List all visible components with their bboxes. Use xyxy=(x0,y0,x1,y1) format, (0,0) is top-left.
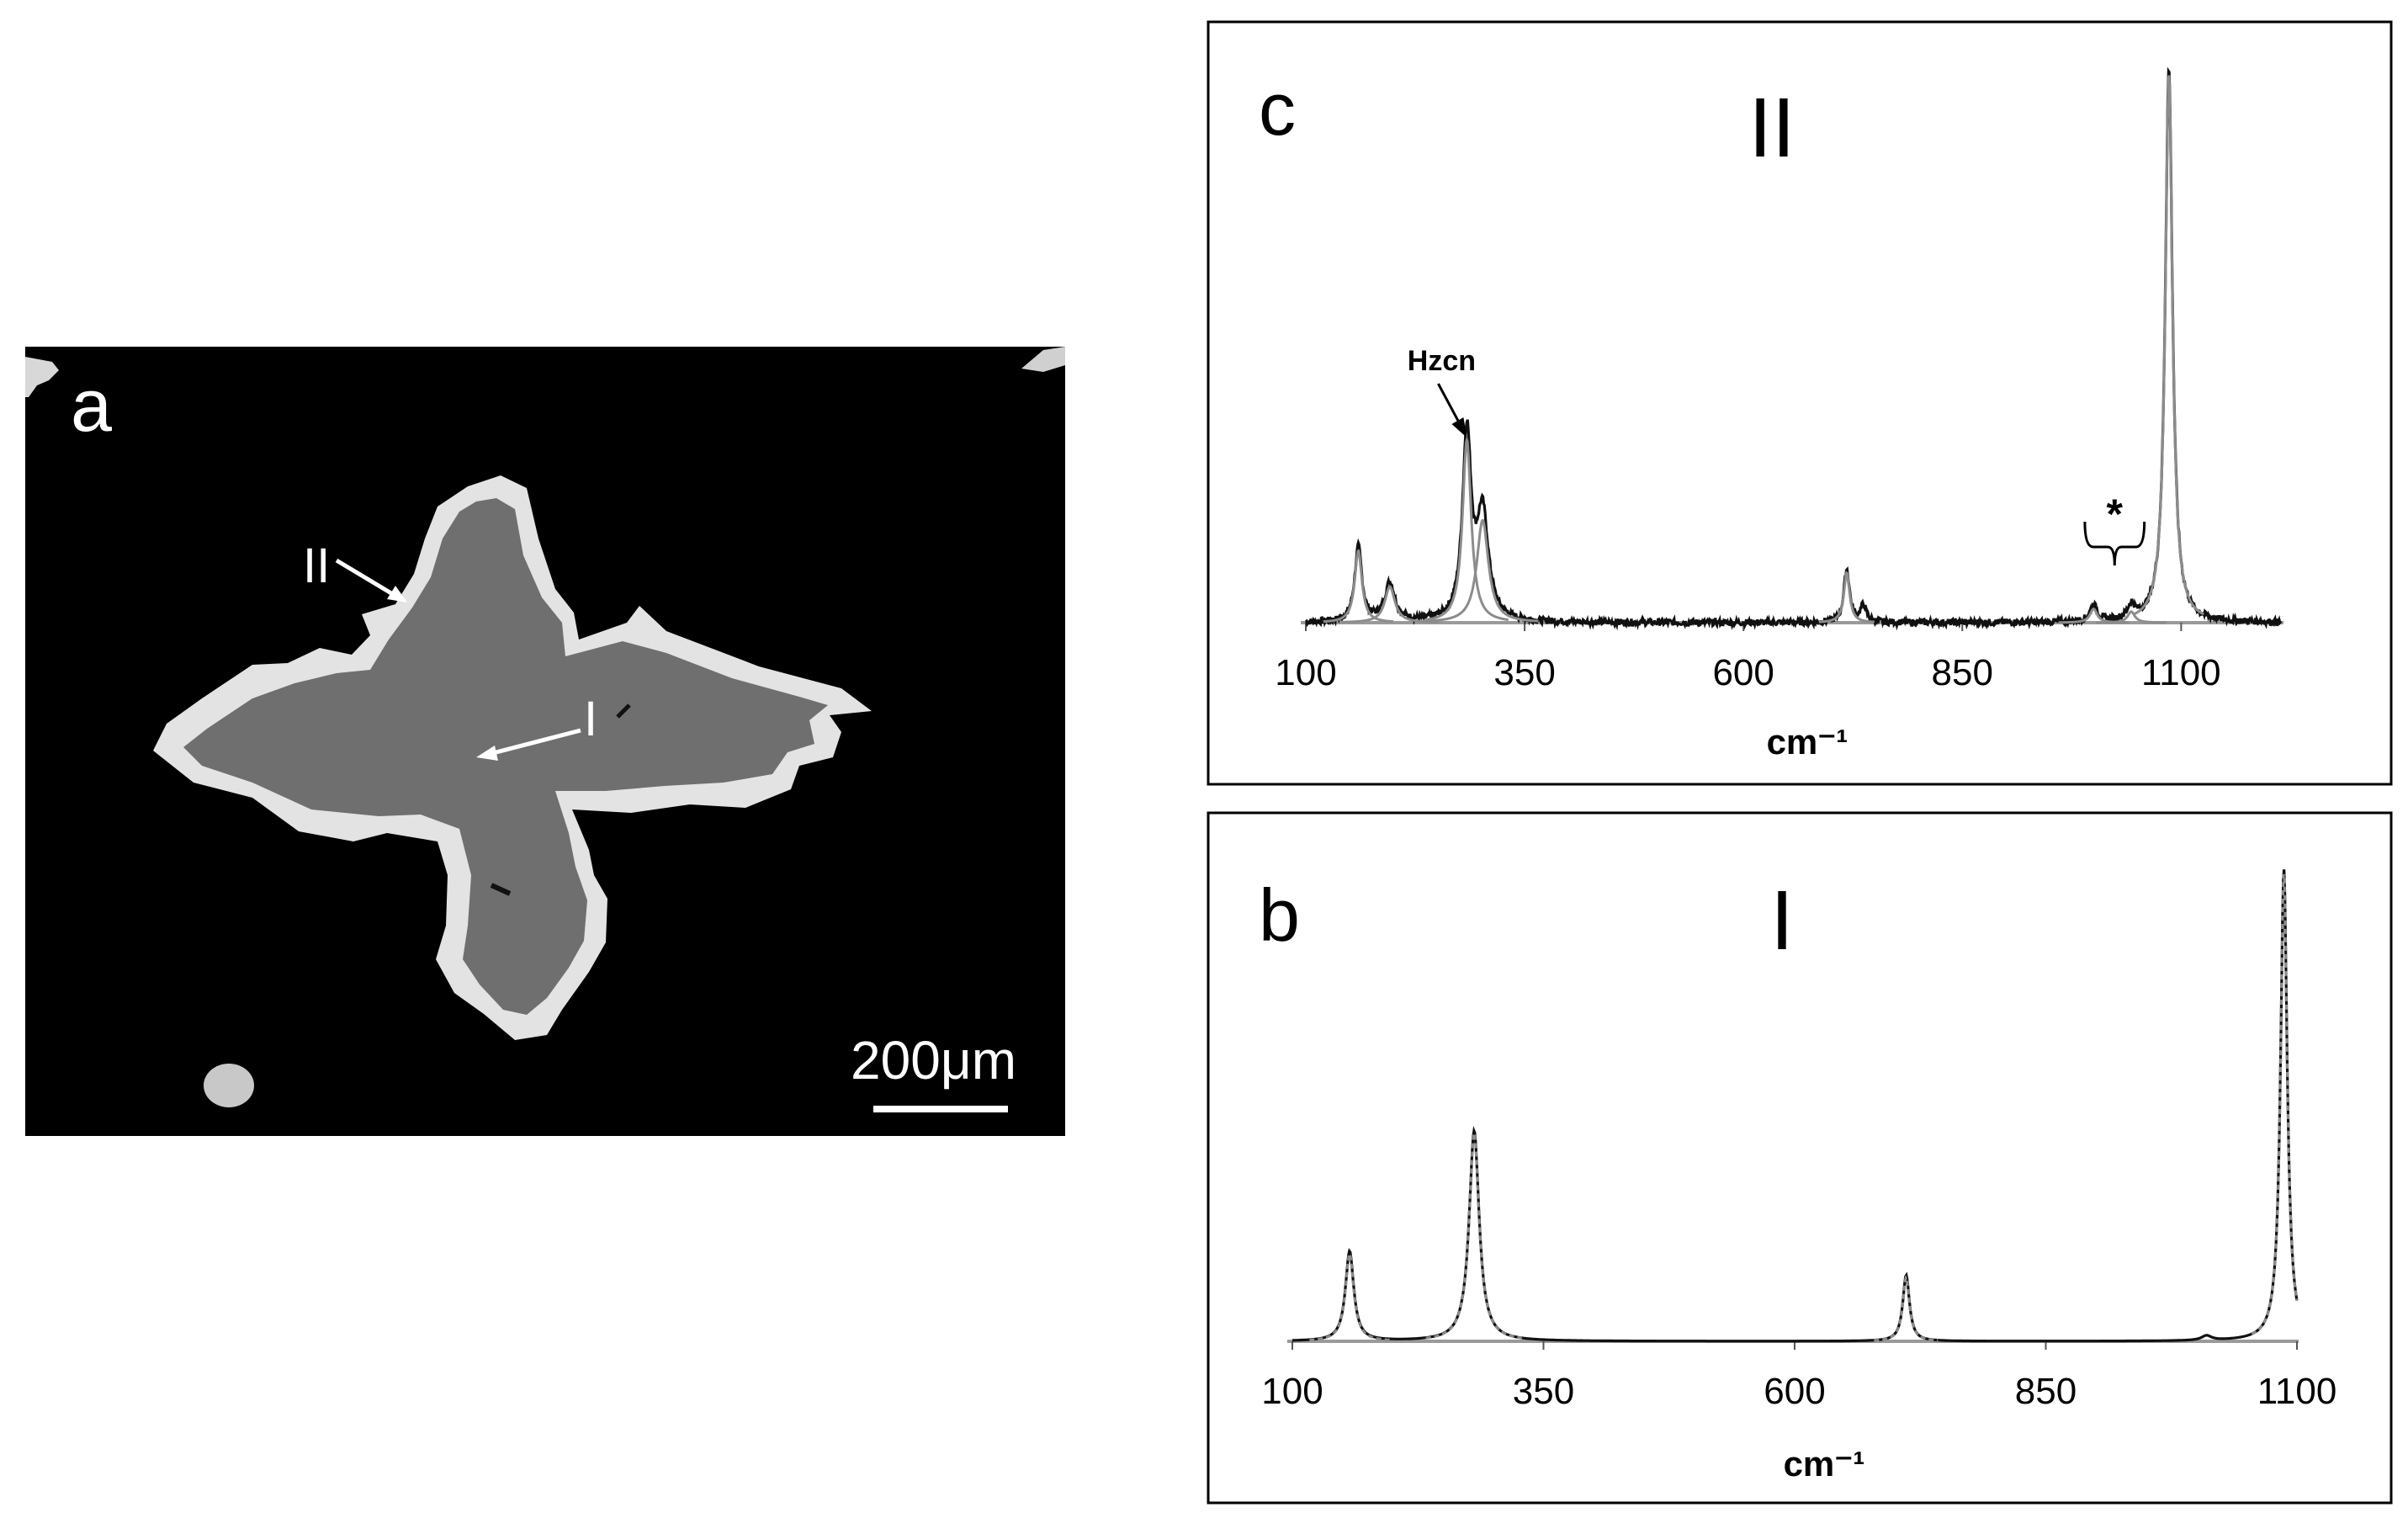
bracket xyxy=(2083,521,2146,566)
spectrum-panel-b: b I 100 350 600 850 1100 cm⁻¹ xyxy=(1207,811,2393,1505)
fit-peak-component xyxy=(1425,1128,1522,1340)
region-label-I: I xyxy=(1770,873,1794,968)
hzcn-annotation: Hzcn xyxy=(1408,345,1476,377)
grain-bottom-left xyxy=(204,1064,254,1107)
fit-peak-component xyxy=(1818,571,1875,624)
hzcn-arrowhead xyxy=(1451,417,1467,438)
arrowhead-I xyxy=(476,746,498,761)
x-tick-label: 1100 xyxy=(2141,652,2221,693)
chart-c-plot: 100 350 600 850 1100 Hzcn * xyxy=(1275,66,2283,693)
arrow-II xyxy=(335,558,397,598)
panel-label-b: b xyxy=(1259,873,1300,957)
x-tick-label: 100 xyxy=(1261,1371,1323,1412)
x-tick-label: 850 xyxy=(1932,652,1993,693)
panel-b-frame xyxy=(1207,811,2393,1505)
fit-peak-component xyxy=(1340,585,1439,624)
measured-spectrum-line xyxy=(1292,869,2299,1343)
chart-c-xlabel: cm⁻¹ xyxy=(1767,722,1848,762)
crack-1 xyxy=(490,883,512,896)
fit-peak-component xyxy=(1424,435,1509,622)
micrograph-panel: a II I 200μm xyxy=(25,347,1065,1136)
arrow-I xyxy=(489,728,581,756)
fit-peak-component xyxy=(2133,75,2204,616)
scale-bar xyxy=(873,1106,1008,1112)
fit-peak-component xyxy=(1426,518,1539,623)
fit-peak-component xyxy=(2096,610,2167,624)
x-tick-label: 600 xyxy=(1764,1371,1825,1412)
x-tick-label: 1100 xyxy=(2257,1371,2337,1412)
grain-top-left xyxy=(25,357,59,397)
x-tick-label: 600 xyxy=(1712,652,1774,693)
fit-peak-component xyxy=(2251,873,2299,1335)
measured-spectrum-line xyxy=(1305,66,2283,631)
chart-b-plot: 100 350 600 850 1100 xyxy=(1261,869,2336,1412)
region-label-II: II xyxy=(1748,81,1795,175)
x-tick-label: 100 xyxy=(1275,652,1336,693)
arrowhead-II xyxy=(387,586,407,602)
panel-c-frame xyxy=(1207,20,2393,786)
spectrum-panel-c: c II 100 350 600 850 1100 Hzcn * cm⁻¹ xyxy=(1207,20,2393,786)
fit-peak-component xyxy=(1874,1275,1939,1342)
crack-2 xyxy=(616,703,631,719)
crystal-core xyxy=(183,498,828,1015)
fit-peak-component xyxy=(1309,1251,1390,1341)
region-marker-II: II xyxy=(303,539,330,593)
region-marker-I: I xyxy=(584,692,597,746)
chart-b-xlabel: cm⁻¹ xyxy=(1784,1444,1865,1484)
panel-label-a: a xyxy=(71,364,112,447)
grain-top-right xyxy=(1021,347,1065,372)
scale-bar-label: 200μm xyxy=(851,1030,1016,1091)
x-tick-label: 350 xyxy=(1493,652,1555,693)
x-tick-label: 350 xyxy=(1513,1371,1574,1412)
fit-peak-component xyxy=(1323,549,1394,624)
x-tick-label: 850 xyxy=(2015,1371,2077,1412)
asterisk-annotation: * xyxy=(2107,491,2124,538)
panel-label-c: c xyxy=(1259,67,1296,151)
